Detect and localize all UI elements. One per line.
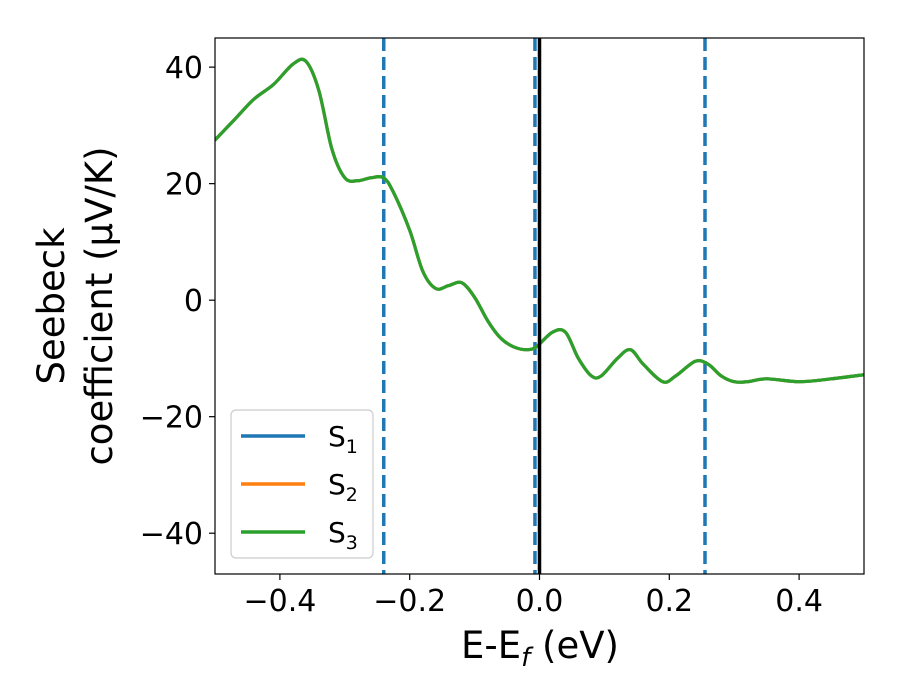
y-tick-label: −20 xyxy=(140,401,203,436)
legend: S1 S2 S3 xyxy=(230,409,374,559)
reference-lines xyxy=(381,38,707,574)
x-tick-label: −0.2 xyxy=(373,584,446,619)
series-lines xyxy=(215,57,864,384)
legend-label-s1: S1 xyxy=(328,420,358,458)
series-line-s3 xyxy=(215,57,864,384)
legend-label-s3: S3 xyxy=(328,516,358,554)
x-tick-label: 0.0 xyxy=(516,584,564,619)
y-axis-label-line1: Seebeck xyxy=(30,227,73,385)
y-tick-label: −40 xyxy=(140,517,203,552)
y-axis-ticks: −40 −20 0 20 40 xyxy=(140,51,215,552)
y-tick-label: 40 xyxy=(165,51,203,86)
x-tick-label: −0.4 xyxy=(243,584,316,619)
y-axis-label: Seebeck coefficient (μV/K) xyxy=(30,146,121,465)
y-axis-label-line2: coefficient (μV/K) xyxy=(78,146,121,465)
x-tick-label: 0.2 xyxy=(645,584,693,619)
legend-label-s2: S2 xyxy=(328,468,358,506)
y-tick-label: 20 xyxy=(165,168,203,203)
x-axis-label: E-Ef (eV) xyxy=(461,624,619,673)
y-tick-label: 0 xyxy=(184,284,203,319)
x-tick-label: 0.4 xyxy=(775,584,823,619)
x-axis-ticks: −0.4 −0.2 0.0 0.2 0.4 xyxy=(243,574,823,619)
